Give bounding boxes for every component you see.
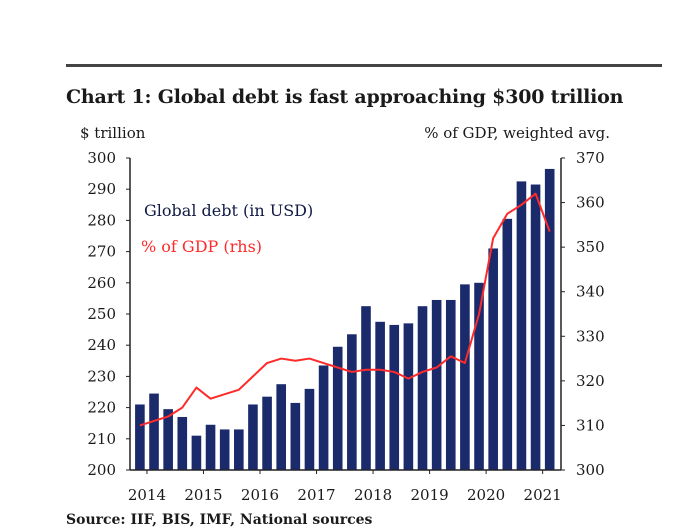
bar-2016Q2 bbox=[262, 396, 272, 470]
bar-2019Q2 bbox=[431, 299, 442, 470]
bar-2021Q2 bbox=[544, 168, 555, 471]
left-tick-label: 260 bbox=[87, 274, 116, 292]
right-tick-label: 350 bbox=[576, 238, 605, 256]
x-tick-label: 2019 bbox=[410, 486, 448, 504]
left-tick-label: 300 bbox=[87, 149, 116, 167]
x-tick-label: 2015 bbox=[184, 486, 222, 504]
left-tick-label: 220 bbox=[87, 399, 116, 417]
right-axis-ticks: 300 310 320 330 340 350 360 370 bbox=[561, 149, 605, 479]
left-tick-label: 210 bbox=[87, 430, 116, 448]
right-axis-label: % of GDP, weighted avg. bbox=[424, 124, 610, 142]
legend: Global debt (in USD) % of GDP (rhs) bbox=[141, 201, 313, 256]
bar-2018Q1 bbox=[361, 306, 371, 470]
legend-item-gdp-percent: % of GDP (rhs) bbox=[141, 237, 262, 256]
bar-2020Q3 bbox=[502, 218, 513, 470]
right-tick-label: 300 bbox=[576, 461, 605, 479]
bar-2018Q3 bbox=[389, 324, 400, 470]
bar-2020Q1 bbox=[474, 282, 484, 470]
bar-2018Q4 bbox=[403, 323, 414, 470]
bar-2018Q2 bbox=[375, 321, 385, 470]
bar-2019Q4 bbox=[460, 284, 470, 470]
right-tick-label: 320 bbox=[576, 372, 605, 390]
right-tick-label: 360 bbox=[576, 194, 605, 212]
left-tick-label: 200 bbox=[87, 461, 116, 479]
bar-2017Q1 bbox=[304, 388, 315, 470]
bar-2017Q4 bbox=[347, 334, 357, 470]
source-note: Source: IIF, BIS, IMF, National sources bbox=[66, 512, 373, 528]
gdp-percent-line bbox=[139, 192, 551, 427]
bar-2019Q3 bbox=[445, 299, 456, 470]
bar-2015Q2 bbox=[205, 424, 216, 470]
bar-2019Q1 bbox=[417, 306, 428, 470]
right-tick-label: 310 bbox=[576, 416, 605, 434]
left-tick-label: 230 bbox=[87, 367, 116, 385]
bar-2016Q4 bbox=[290, 402, 301, 470]
right-tick-label: 370 bbox=[576, 149, 605, 167]
bar-2017Q3 bbox=[332, 346, 343, 470]
left-tick-label: 280 bbox=[87, 211, 116, 229]
right-tick-label: 330 bbox=[576, 327, 605, 345]
bar-2015Q3 bbox=[219, 429, 230, 470]
x-tick-label: 2020 bbox=[467, 486, 505, 504]
left-tick-label: 240 bbox=[87, 336, 116, 354]
left-tick-label: 250 bbox=[87, 305, 116, 323]
line-series-layer bbox=[139, 192, 551, 427]
x-tick-label: 2021 bbox=[524, 486, 562, 504]
legend-item-global-debt: Global debt (in USD) bbox=[144, 201, 313, 220]
bar-2020Q4 bbox=[516, 181, 527, 470]
bar-2016Q1 bbox=[248, 404, 258, 470]
left-tick-label: 270 bbox=[87, 243, 116, 261]
top-rule bbox=[66, 64, 662, 67]
left-axis-label: $ trillion bbox=[80, 124, 146, 142]
bar-2014Q1 bbox=[135, 404, 145, 470]
bar-2021Q1 bbox=[530, 184, 541, 470]
chart-title: Chart 1: Global debt is fast approaching… bbox=[66, 86, 624, 108]
x-tick-label: 2017 bbox=[297, 486, 335, 504]
x-tick-label: 2018 bbox=[354, 486, 392, 504]
bar-2015Q4 bbox=[234, 429, 244, 470]
x-tick-label: 2014 bbox=[128, 486, 166, 504]
right-tick-label: 340 bbox=[576, 283, 605, 301]
bar-2015Q1 bbox=[191, 435, 202, 470]
x-tick-label: 2016 bbox=[241, 486, 279, 504]
bar-2014Q4 bbox=[177, 416, 188, 470]
left-tick-label: 290 bbox=[87, 180, 116, 198]
bar-2014Q3 bbox=[163, 409, 173, 470]
left-axis-ticks: 200 210 220 230 240 250 260 270 280 290 300 bbox=[87, 149, 130, 479]
bar-2014Q2 bbox=[149, 393, 159, 470]
bar-2017Q2 bbox=[318, 365, 329, 470]
bar-2020Q2 bbox=[488, 248, 498, 470]
bar-2016Q3 bbox=[276, 384, 287, 470]
x-axis-ticks: 2014 2015 2016 2017 2018 2019 2020 2021 bbox=[128, 470, 562, 504]
bar-series bbox=[135, 168, 555, 471]
